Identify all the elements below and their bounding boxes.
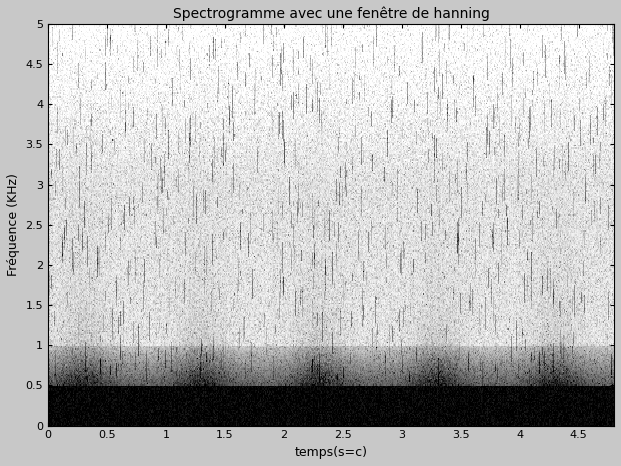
X-axis label: temps(s=c): temps(s=c) [294,446,368,459]
Y-axis label: Fréquence (KHz): Fréquence (KHz) [7,173,20,276]
Title: Spectrogramme avec une fenêtre de hanning: Spectrogramme avec une fenêtre de hannin… [173,7,489,21]
